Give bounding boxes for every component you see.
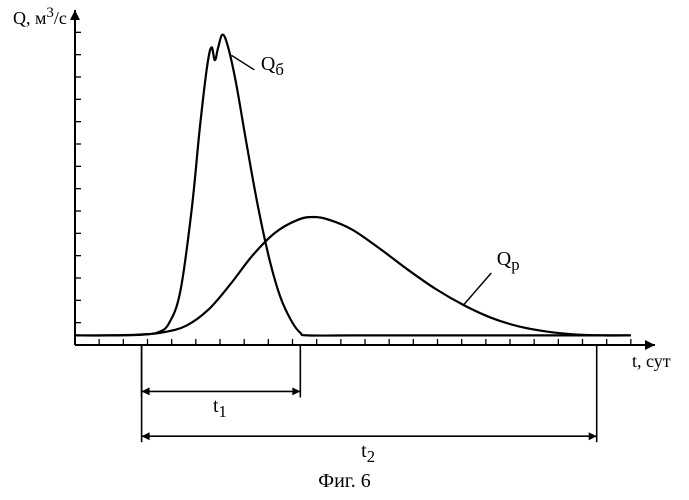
series-Q_p <box>75 217 630 335</box>
series-label-qp: Qр <box>497 248 520 275</box>
series-Q_b <box>75 35 630 336</box>
series-label-qb: Qб <box>261 53 284 80</box>
figure-container: Q, м3/с t, сут Qб Qр t1 t2 Фиг. 6 <box>0 0 689 500</box>
chart-svg <box>0 0 689 500</box>
y-axis-label: Q, м3/с <box>13 5 67 29</box>
dimension-label-t1: t1 <box>213 395 227 422</box>
figure-caption: Фиг. 6 <box>0 470 689 493</box>
dimension-label-t2: t2 <box>361 440 375 467</box>
x-axis-label: t, сут <box>632 351 671 372</box>
